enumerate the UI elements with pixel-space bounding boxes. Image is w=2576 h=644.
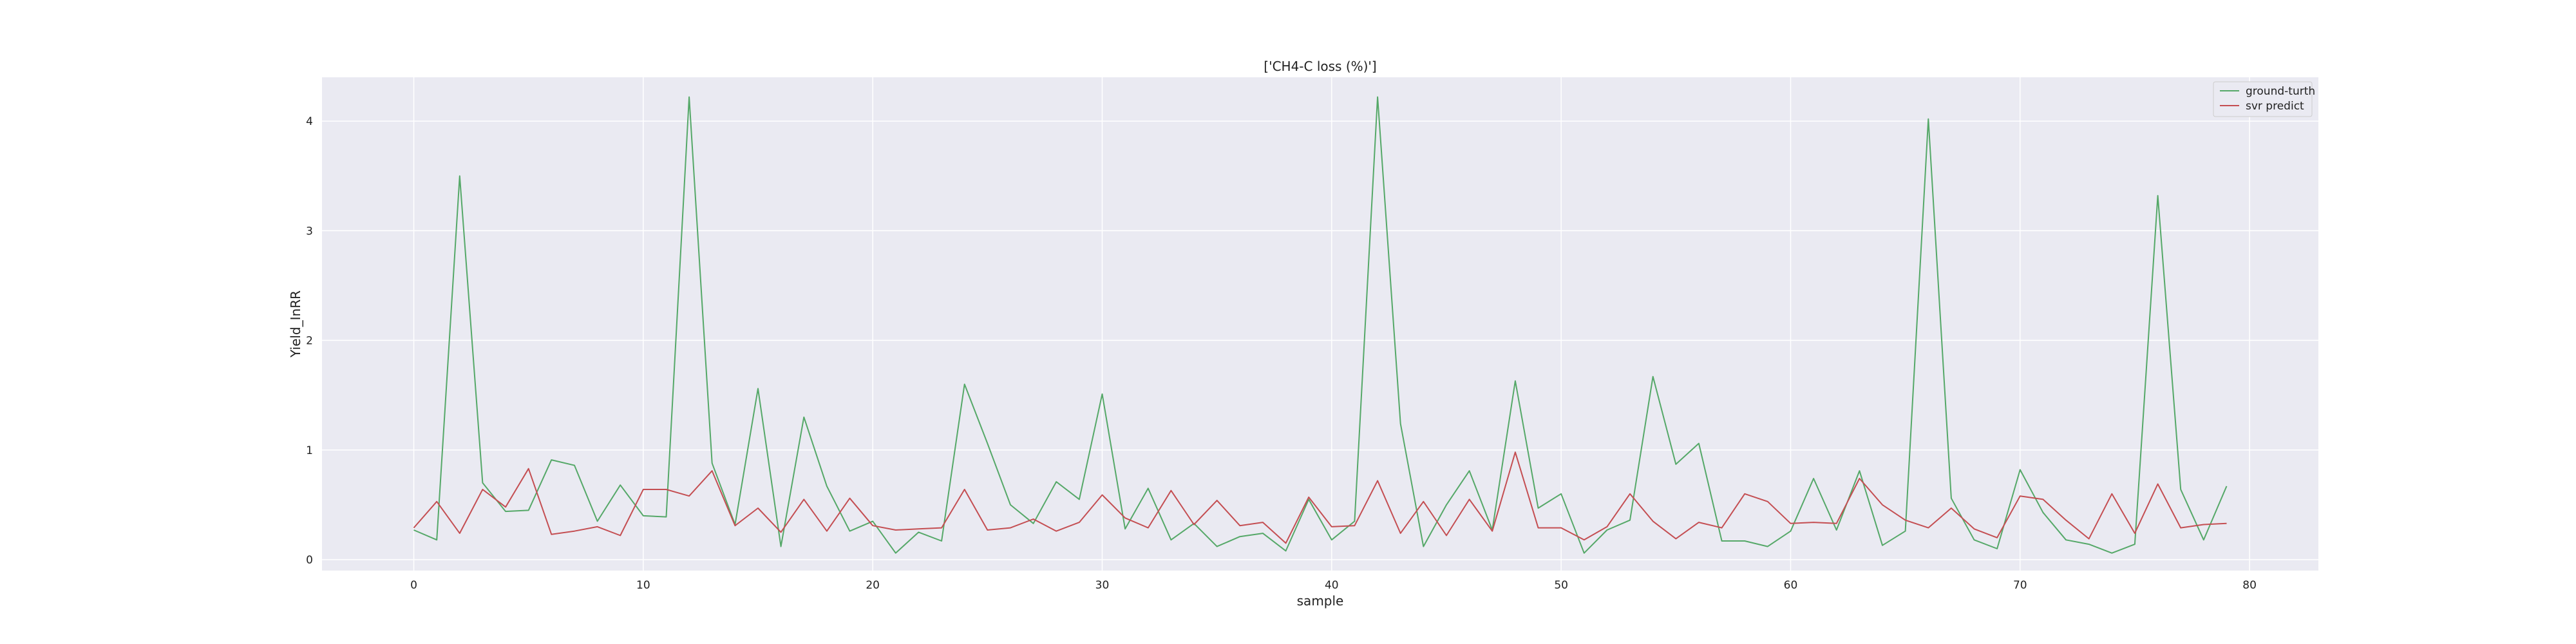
x-axis-label: sample: [1297, 593, 1344, 609]
series-line-ground-turth: [413, 96, 2228, 554]
series-lines: [413, 96, 2228, 554]
chart-title: ['CH4-C loss (%)']: [1264, 59, 1376, 74]
y-axis-label: Yield_InRR: [288, 290, 303, 358]
x-tick-label: 40: [1325, 579, 1339, 592]
x-tick-label: 50: [1554, 579, 1568, 592]
y-tick-label: 0: [306, 554, 313, 567]
x-tick-label: 20: [866, 579, 880, 592]
x-tick-label: 80: [2242, 579, 2257, 592]
legend-label-ground-turth: ground-turth: [2246, 85, 2315, 98]
grid-lines: [322, 77, 2318, 571]
plot-area-background: [322, 77, 2318, 571]
y-tick-label: 2: [306, 335, 313, 348]
y-tick-label: 4: [306, 115, 313, 128]
x-tick-label: 10: [636, 579, 650, 592]
x-tick-label: 60: [1784, 579, 1798, 592]
x-tick-label: 70: [2013, 579, 2027, 592]
series-line-svr-predict: [413, 451, 2227, 544]
x-tick-label: 0: [410, 579, 417, 592]
legend: ground-turth svr predict: [2213, 81, 2315, 117]
x-tick-label: 30: [1095, 579, 1110, 592]
tick-labels: 0 10 20 30 40 50 60 70 80 0 1 2 3 4: [306, 115, 2257, 592]
y-tick-label: 3: [306, 225, 313, 238]
legend-label-svr-predict: svr predict: [2246, 100, 2304, 113]
y-tick-label: 1: [306, 444, 313, 457]
